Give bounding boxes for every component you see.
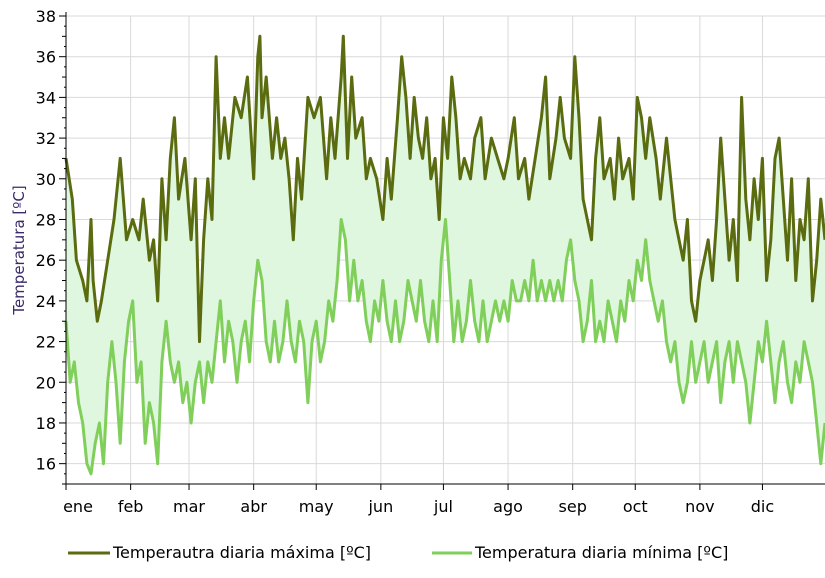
x-tick-label: nov bbox=[685, 497, 714, 516]
y-tick-label: 22 bbox=[36, 333, 56, 352]
y-tick-label: 34 bbox=[36, 88, 56, 107]
x-tick-label: jul bbox=[433, 497, 453, 516]
y-tick-label: 36 bbox=[36, 48, 56, 67]
x-tick-label: dic bbox=[751, 497, 774, 516]
y-tick-label: 18 bbox=[36, 414, 56, 433]
y-tick-label: 38 bbox=[36, 7, 56, 26]
x-tick-label: may bbox=[299, 497, 334, 516]
y-tick-label: 26 bbox=[36, 251, 56, 270]
y-tick-label: 24 bbox=[36, 292, 56, 311]
y-tick-label: 32 bbox=[36, 129, 56, 148]
series-lines bbox=[64, 34, 825, 476]
series-line-min bbox=[64, 218, 825, 476]
x-tick-label: ene bbox=[63, 497, 93, 516]
series-line-max bbox=[64, 34, 825, 344]
legend-label-max: Temperautra diaria máxima [ºC] bbox=[112, 543, 371, 562]
x-tick-label: feb bbox=[118, 497, 144, 516]
y-tick-label: 16 bbox=[36, 455, 56, 474]
x-tick-label: ago bbox=[493, 497, 523, 516]
x-tick-label: sep bbox=[559, 497, 587, 516]
y-axis-label: Temperatura [ºC] bbox=[10, 185, 28, 315]
y-tick-label: 28 bbox=[36, 210, 56, 229]
x-tick-label: jun bbox=[367, 497, 393, 516]
x-tick-label: oct bbox=[623, 497, 648, 516]
y-axis: 16 18 20 22 24 26 28 30 32 34 36 38 bbox=[36, 7, 66, 485]
y-tick-label: 20 bbox=[36, 373, 56, 392]
y-tick-label: 30 bbox=[36, 170, 56, 189]
x-tick-label: mar bbox=[173, 497, 205, 516]
x-tick-label: abr bbox=[240, 497, 267, 516]
legend-label-min: Temperatura diaria mínima [ºC] bbox=[474, 543, 728, 562]
x-axis: ene feb mar abr may jun jul ago sep oct nov dic bbox=[63, 484, 774, 516]
legend: Temperautra diaria máxima [ºC] Temperatu… bbox=[68, 543, 728, 562]
